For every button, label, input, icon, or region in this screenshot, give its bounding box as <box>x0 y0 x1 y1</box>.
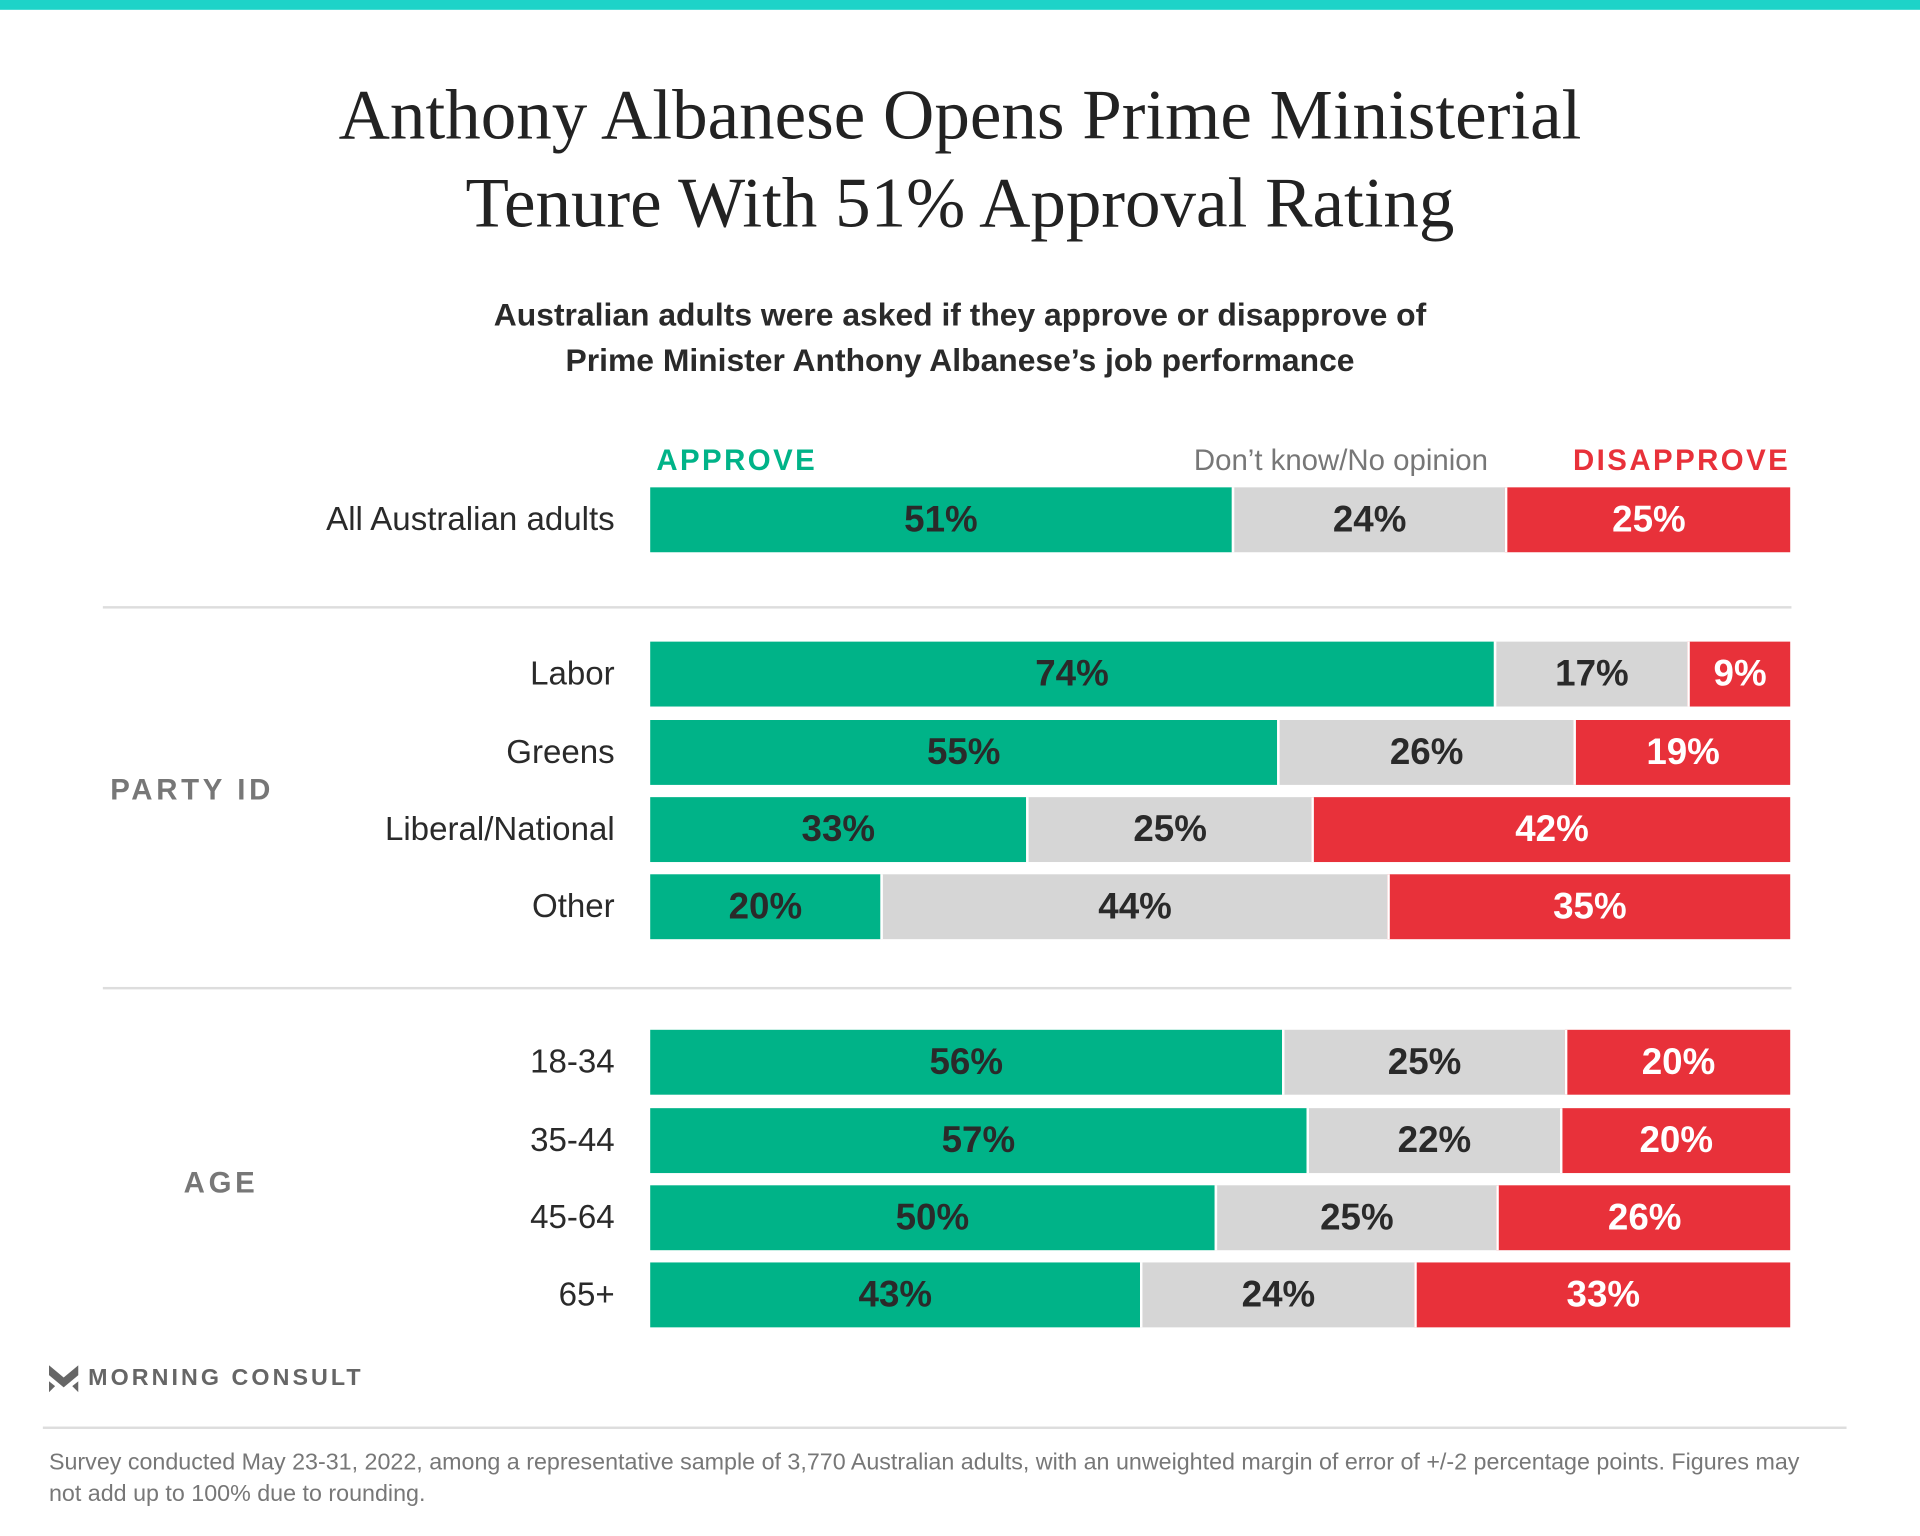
row-label: All Australian adults <box>326 500 615 538</box>
subtitle-line-2: Prime Minister Anthony Albanese’s job pe… <box>565 341 1355 379</box>
disapprove-segment: 19% <box>1573 720 1791 785</box>
title-line-1: Anthony Albanese Opens Prime Ministerial <box>338 74 1582 155</box>
data-label: 20% <box>1641 1041 1716 1082</box>
data-label: 24% <box>1241 1274 1316 1315</box>
chart-title: Anthony Albanese Opens Prime Ministerial… <box>0 71 1920 247</box>
approve-segment: 43% <box>650 1262 1141 1328</box>
approve-segment: 51% <box>650 487 1232 553</box>
row-label: Greens <box>506 733 615 771</box>
stacked-bar: 74% 17% 9% <box>650 641 1791 707</box>
row-label: Labor <box>530 655 615 692</box>
data-label: 57% <box>941 1119 1016 1161</box>
stacked-bar: 33% 25% 42% <box>650 797 1791 863</box>
dont-know-segment: 26% <box>1277 720 1574 785</box>
row-label: Other <box>532 887 615 925</box>
data-label: 25% <box>1387 1041 1462 1082</box>
dont-know-segment: 44% <box>880 874 1388 940</box>
title-line-2: Tenure With 51% Approval Rating <box>465 162 1455 243</box>
data-label: 20% <box>1639 1119 1714 1161</box>
disapprove-segment: 20% <box>1559 1108 1791 1174</box>
subtitle-line-1: Australian adults were asked if they app… <box>493 296 1427 334</box>
legend-dont-know: Don’t know/No opinion <box>1193 444 1488 478</box>
data-label: 74% <box>1035 653 1109 694</box>
approve-segment: 57% <box>650 1108 1307 1174</box>
approve-segment: 74% <box>650 641 1494 707</box>
data-label: 42% <box>1515 808 1589 850</box>
stacked-bar: 51% 24% 25% <box>650 487 1791 553</box>
row-label: 65+ <box>558 1275 615 1313</box>
legend-approve: APPROVE <box>656 444 818 478</box>
disapprove-segment: 26% <box>1496 1185 1791 1251</box>
stacked-bar: 50% 25% 26% <box>650 1185 1791 1251</box>
dont-know-segment: 25% <box>1282 1029 1565 1095</box>
data-label: 43% <box>858 1274 933 1315</box>
disapprove-segment: 20% <box>1564 1029 1791 1095</box>
divider <box>102 986 1792 990</box>
data-label: 9% <box>1713 653 1767 694</box>
data-label: 24% <box>1332 498 1407 540</box>
dont-know-segment: 24% <box>1231 487 1506 553</box>
legend-disapprove: DISAPPROVE <box>1573 444 1791 478</box>
row-label: Liberal/National <box>384 810 615 848</box>
data-label: 33% <box>801 808 876 850</box>
approve-segment: 50% <box>650 1185 1215 1251</box>
data-label: 22% <box>1397 1119 1472 1161</box>
data-label: 26% <box>1389 731 1464 773</box>
data-label: 17% <box>1555 653 1629 694</box>
approve-segment: 20% <box>650 874 881 940</box>
dont-know-segment: 24% <box>1140 1262 1414 1328</box>
group-label: AGE <box>183 1166 259 1201</box>
group-label: PARTY ID <box>110 773 275 807</box>
data-label: 20% <box>728 885 803 927</box>
chart-subtitle: Australian adults were asked if they app… <box>0 293 1920 384</box>
footnote: Survey conducted May 23-31, 2022, among … <box>48 1449 1800 1508</box>
divider <box>102 606 1792 609</box>
disapprove-segment: 42% <box>1311 797 1791 863</box>
data-label: 19% <box>1646 731 1720 773</box>
approve-segment: 56% <box>650 1029 1283 1095</box>
disapprove-segment: 35% <box>1387 874 1791 940</box>
top-accent-bar <box>0 0 1920 10</box>
disapprove-segment: 25% <box>1505 487 1791 553</box>
stacked-bar: 43% 24% 33% <box>650 1262 1791 1328</box>
stacked-bar: 20% 44% 35% <box>650 874 1791 940</box>
data-label: 50% <box>895 1196 970 1238</box>
approve-segment: 55% <box>650 720 1278 785</box>
data-label: 26% <box>1607 1196 1682 1238</box>
disapprove-segment: 33% <box>1413 1262 1791 1328</box>
row-label: 45-64 <box>530 1198 615 1236</box>
data-label: 51% <box>904 498 978 540</box>
morning-consult-logo: MORNING CONSULT <box>48 1365 364 1393</box>
stacked-bar: 55% 26% 19% <box>650 720 1791 785</box>
morning-consult-m-icon <box>48 1365 79 1393</box>
dont-know-segment: 22% <box>1306 1108 1560 1174</box>
stacked-bar: 57% 22% 20% <box>650 1108 1791 1174</box>
data-label: 55% <box>926 731 1001 773</box>
data-label: 25% <box>1320 1196 1394 1238</box>
dont-know-segment: 17% <box>1493 641 1688 707</box>
stacked-bar: 56% 25% 20% <box>650 1029 1791 1095</box>
logo-text: MORNING CONSULT <box>88 1365 364 1392</box>
data-label: 56% <box>929 1041 1003 1082</box>
data-label: 44% <box>1098 885 1172 927</box>
dont-know-segment: 25% <box>1214 1185 1497 1251</box>
approve-segment: 33% <box>650 797 1027 863</box>
data-label: 25% <box>1133 808 1207 850</box>
data-label: 35% <box>1553 885 1627 927</box>
data-label: 33% <box>1566 1274 1641 1315</box>
data-label: 25% <box>1612 498 1686 540</box>
footer-divider <box>42 1426 1847 1429</box>
row-label: 18-34 <box>530 1043 615 1081</box>
dont-know-segment: 25% <box>1026 797 1312 863</box>
disapprove-segment: 9% <box>1687 641 1791 707</box>
row-label: 35-44 <box>530 1121 615 1159</box>
